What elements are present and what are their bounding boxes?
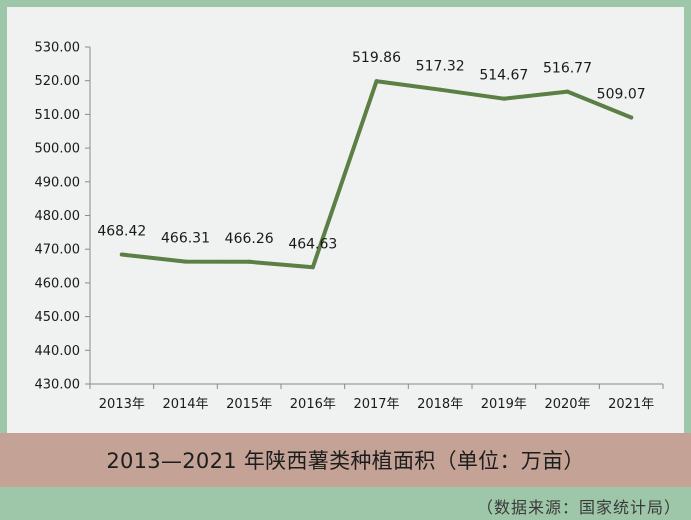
data-source: （数据来源：国家统计局） — [476, 498, 681, 517]
chart-title: 2013—2021 年陕西薯类种植面积（单位：万亩） — [106, 449, 585, 473]
y-tick-label: 440.00 — [35, 344, 81, 359]
x-tick-label: 2018年 — [417, 397, 463, 412]
data-label: 517.32 — [416, 59, 465, 75]
data-point — [374, 79, 379, 84]
x-tick-label: 2016年 — [290, 397, 336, 412]
data-label: 466.26 — [225, 231, 274, 247]
y-tick-label: 530.00 — [35, 41, 81, 56]
y-tick-label: 430.00 — [35, 378, 81, 393]
data-point — [119, 252, 124, 257]
data-labels: 468.42 466.31 466.26 464.63 519.86 517.32 514.… — [97, 50, 645, 252]
bottom-band — [0, 487, 691, 520]
data-point — [247, 259, 252, 264]
y-tick-label: 470.00 — [35, 243, 81, 258]
line-chart: 430.00 440.00 450.00 460.00 470.00 480.00 490.… — [35, 41, 664, 412]
data-label: 516.77 — [543, 61, 592, 77]
y-tick-label: 460.00 — [35, 276, 81, 291]
data-point — [438, 87, 443, 92]
data-label: 519.86 — [352, 50, 401, 66]
right-border — [684, 0, 691, 487]
y-tick-label: 490.00 — [35, 175, 81, 190]
caption-band: 2013—2021 年陕西薯类种植面积（单位：万亩） — [0, 433, 691, 487]
y-tick-label: 500.00 — [35, 142, 81, 157]
data-point — [501, 96, 506, 101]
x-tick-label: 2013年 — [99, 397, 145, 412]
x-axis: 2013年 2014年 2015年 2016年 2017年 2018年 2019年 2020年… — [89, 383, 664, 412]
series-area-sown — [119, 79, 634, 270]
y-axis: 430.00 440.00 450.00 460.00 470.00 480.00 490.… — [35, 41, 91, 393]
x-tick-label: 2021年 — [608, 397, 654, 412]
top-border — [0, 0, 691, 7]
data-point — [565, 89, 570, 94]
left-border — [0, 0, 7, 487]
data-label: 468.42 — [97, 224, 146, 240]
x-tick-label: 2015年 — [226, 397, 272, 412]
plot-background — [7, 7, 684, 433]
data-label: 514.67 — [479, 68, 528, 84]
data-label: 509.07 — [597, 87, 646, 103]
y-tick-label: 510.00 — [35, 108, 81, 123]
y-tick-label: 520.00 — [35, 74, 81, 89]
x-tick-label: 2014年 — [162, 397, 208, 412]
x-tick-label: 2017年 — [353, 397, 399, 412]
y-tick-label: 450.00 — [35, 310, 81, 325]
x-tick-label: 2019年 — [481, 397, 527, 412]
data-label: 466.31 — [161, 231, 210, 247]
data-point — [183, 259, 188, 264]
data-label: 464.63 — [288, 236, 337, 252]
y-tick-label: 480.00 — [35, 209, 81, 224]
data-point — [310, 265, 315, 270]
x-tick-label: 2020年 — [544, 397, 590, 412]
data-point — [629, 115, 634, 120]
